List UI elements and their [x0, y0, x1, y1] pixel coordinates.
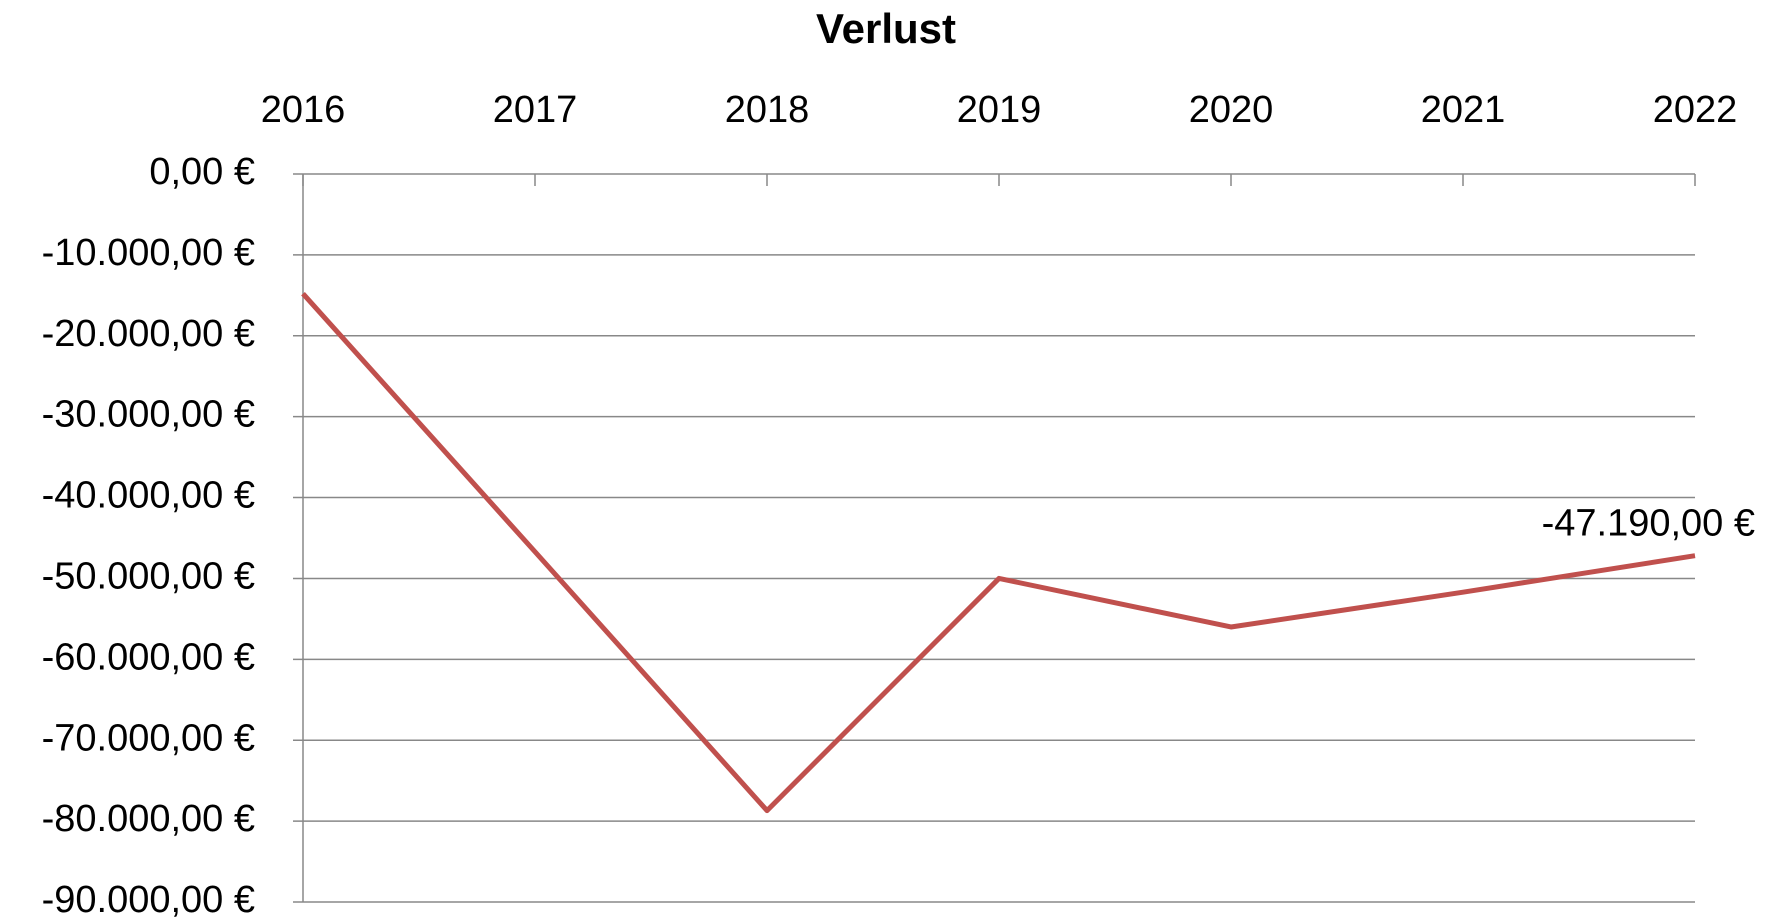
- x-tick-label: 2021: [1421, 89, 1506, 131]
- line-series: [301, 292, 1696, 814]
- y-tick-label: -90.000,00 €: [42, 879, 255, 920]
- data-label: -47.190,00 €: [1542, 503, 1755, 545]
- x-tick-label: 2016: [261, 89, 346, 131]
- y-tick-label: -60.000,00 €: [42, 636, 255, 678]
- x-tick-label: 2020: [1189, 89, 1274, 131]
- chart-title: Verlust: [816, 5, 956, 52]
- y-tick-label: -70.000,00 €: [42, 717, 255, 759]
- y-tick-label: -80.000,00 €: [42, 798, 255, 840]
- y-tick-label: -20.000,00 €: [42, 313, 255, 355]
- x-tick-label: 2019: [957, 89, 1042, 131]
- y-tick-label: -10.000,00 €: [42, 232, 255, 274]
- y-tick-label: -40.000,00 €: [42, 475, 255, 517]
- y-tick-label: -30.000,00 €: [42, 394, 255, 436]
- x-tick-label: 2022: [1653, 89, 1738, 131]
- x-tick-label: 2018: [725, 89, 810, 131]
- x-tick-label: 2017: [493, 89, 578, 131]
- y-tick-label: 0,00 €: [149, 151, 255, 193]
- y-tick-label: -50.000,00 €: [42, 555, 255, 597]
